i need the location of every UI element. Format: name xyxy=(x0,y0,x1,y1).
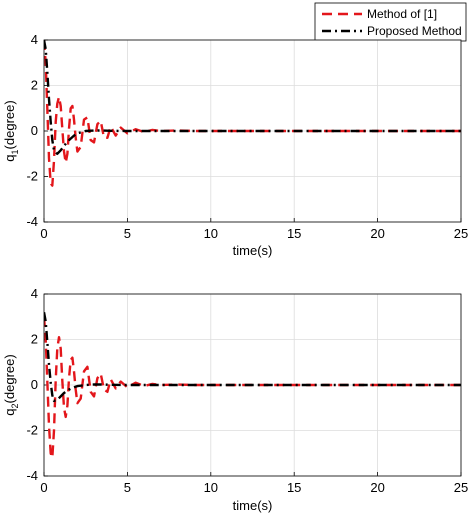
x-tick-label: 0 xyxy=(40,480,47,495)
y-tick-label: -4 xyxy=(26,468,38,483)
legend: Method of [1] Proposed Method xyxy=(314,2,467,42)
y-axis-label-main: q xyxy=(2,154,17,161)
y-tick-label: 4 xyxy=(31,286,38,301)
y-tick-label: 2 xyxy=(31,332,38,347)
legend-box xyxy=(314,2,467,42)
y-tick-label: 0 xyxy=(31,123,38,138)
x-tick-label: 20 xyxy=(370,226,384,241)
x-tick-label: 15 xyxy=(287,226,301,241)
x-tick-label: 25 xyxy=(454,480,468,495)
y-tick-label: 0 xyxy=(31,377,38,392)
x-tick-label: 0 xyxy=(40,226,47,241)
y-axis-label-tail: (degree) xyxy=(2,354,17,403)
x-tick-label: 10 xyxy=(204,480,218,495)
x-axis-label: time(s) xyxy=(233,243,273,258)
subplot-q1: time(s) q1(degree) 0 5 10 15 20 25 -4 -2 0 2 4 xyxy=(2,32,468,258)
y-axis-label-subscript: 1 xyxy=(10,149,20,154)
legend-label-method-of-1: Method of [1] xyxy=(367,7,437,21)
x-tick-label: 5 xyxy=(124,226,131,241)
series-line-method-of-1 xyxy=(44,40,461,187)
y-tick-label: 2 xyxy=(31,78,38,93)
x-axis-label: time(s) xyxy=(233,498,273,513)
x-tick-label: 20 xyxy=(370,480,384,495)
x-tick-label: 15 xyxy=(287,480,301,495)
y-axis-label-main: q xyxy=(2,408,17,415)
series-line-proposed-method xyxy=(44,311,461,403)
y-axis-label-subscript: 2 xyxy=(10,403,20,408)
axes-frame xyxy=(43,293,462,477)
y-axis-label: q1(degree) xyxy=(2,100,20,161)
y-tick-label: -2 xyxy=(26,169,38,184)
legend-label-proposed-method: Proposed Method xyxy=(367,24,462,38)
x-tick-label: 25 xyxy=(454,226,468,241)
y-tick-label: 4 xyxy=(31,32,38,47)
series-line-proposed-method xyxy=(44,40,461,156)
y-axis-label-tail: (degree) xyxy=(2,100,17,149)
x-tick-label: 10 xyxy=(204,226,218,241)
y-tick-label: -4 xyxy=(26,214,38,229)
x-tick-label: 5 xyxy=(124,480,131,495)
axes-frame xyxy=(43,39,462,223)
y-axis-label: q2(degree) xyxy=(2,354,20,415)
y-tick-label: -2 xyxy=(26,423,38,438)
